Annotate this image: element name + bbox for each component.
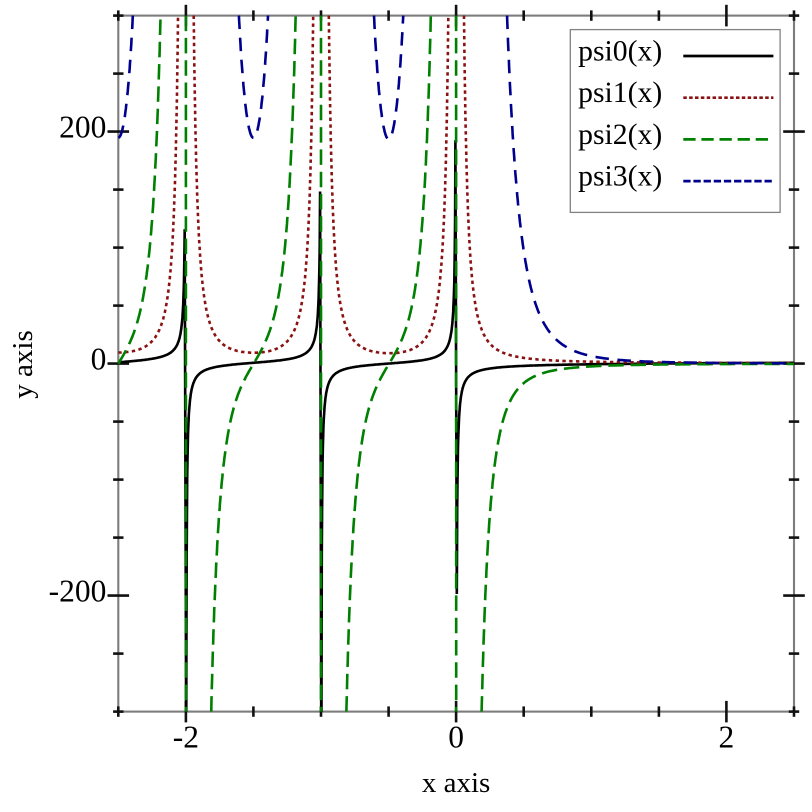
svg-text:0: 0 [91, 342, 107, 377]
svg-text:psi0(x): psi0(x) [578, 35, 662, 67]
svg-text:200: 200 [59, 110, 106, 145]
svg-text:2: 2 [719, 720, 735, 755]
svg-text:psi2(x): psi2(x) [578, 119, 662, 151]
svg-text:0: 0 [448, 720, 464, 755]
svg-text:-2: -2 [173, 720, 199, 755]
svg-text:x axis: x axis [422, 767, 490, 799]
svg-text:psi3(x): psi3(x) [578, 161, 662, 193]
svg-text:-200: -200 [49, 574, 107, 609]
svg-text:y axis: y axis [7, 330, 39, 398]
svg-text:psi1(x): psi1(x) [578, 77, 662, 109]
